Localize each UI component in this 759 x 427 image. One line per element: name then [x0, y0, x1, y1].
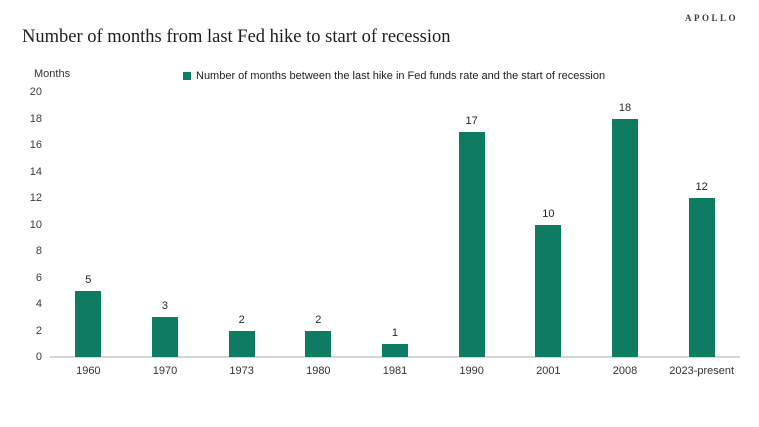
bar [458, 131, 485, 357]
bar-value-label: 10 [542, 207, 555, 220]
bar-value-label: 1 [391, 326, 399, 339]
x-axis-label: 1981 [382, 365, 408, 377]
bar [228, 330, 255, 357]
plot-area: 0 2 4 6 8 10 12 14 16 18 20 5 3 2 2 1 17 10 18 12 1960 1970… [30, 86, 740, 377]
y-tick-label: 0 [35, 351, 42, 363]
y-tick-label: 10 [29, 218, 42, 231]
x-axis-label: 2001 [536, 365, 561, 377]
legend-label: Number of months between the last hike i… [196, 70, 606, 82]
chart-title: Number of months from last Fed hike to s… [22, 27, 451, 47]
bar-value-label: 18 [618, 101, 632, 114]
y-tick-label: 4 [35, 298, 42, 310]
bar-value-label: 2 [238, 313, 245, 326]
y-axis-title: Months [34, 68, 71, 80]
bar-value-label: 2 [315, 313, 322, 326]
apollo-logo: APOLLO [684, 13, 738, 23]
bar-value-label: 5 [85, 273, 92, 286]
y-tick-label: 2 [35, 324, 42, 337]
y-tick-label: 12 [29, 192, 42, 204]
y-tick-label: 18 [29, 112, 42, 125]
bar [75, 290, 102, 357]
bar-value-label: 17 [465, 114, 478, 127]
legend: Number of months between the last hike i… [183, 70, 605, 82]
x-axis-baseline [50, 356, 740, 358]
bar [688, 198, 715, 357]
bar [152, 317, 178, 357]
legend-swatch-icon [183, 72, 191, 80]
y-tick-label: 8 [35, 245, 42, 257]
y-tick-label: 20 [29, 86, 42, 98]
x-axis-label: 1973 [229, 365, 254, 377]
x-axis-label: 1960 [76, 365, 101, 377]
bar [535, 224, 562, 357]
bar-value-label: 12 [695, 181, 708, 193]
y-tick-label: 14 [29, 165, 42, 178]
x-axis-label: 2008 [612, 365, 638, 377]
bar [612, 118, 638, 357]
bar [305, 330, 332, 357]
x-axis-label: 1970 [152, 365, 178, 377]
y-tick-label: 6 [35, 271, 42, 284]
bar-value-label: 3 [161, 300, 169, 313]
x-axis-label: 1990 [459, 365, 484, 377]
bar [382, 343, 408, 357]
y-tick-label: 16 [29, 139, 42, 151]
x-axis-label: 1980 [306, 365, 331, 377]
x-axis-label: 2023-present [669, 365, 735, 377]
